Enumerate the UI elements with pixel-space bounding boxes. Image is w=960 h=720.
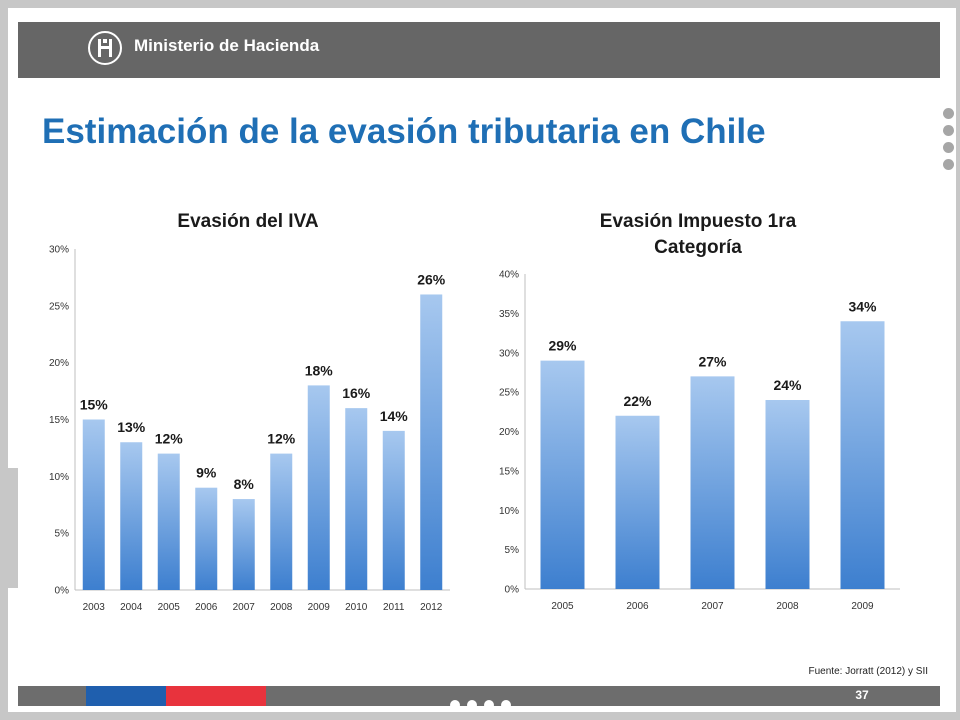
y-tick-label: 35% <box>499 309 519 320</box>
data-label: 24% <box>773 377 802 393</box>
footer-dot <box>450 700 460 710</box>
y-tick-label: 30% <box>499 348 519 359</box>
bar <box>195 487 218 590</box>
decor-dot <box>943 125 954 136</box>
y-tick-label: 25% <box>49 301 69 312</box>
data-label: 8% <box>234 476 255 492</box>
x-tick-label: 2005 <box>551 601 574 612</box>
bar <box>765 400 810 589</box>
x-tick-label: 2004 <box>120 602 143 613</box>
decor-dot <box>943 159 954 170</box>
x-tick-label: 2009 <box>851 601 874 612</box>
y-tick-label: 10% <box>49 472 69 483</box>
bar <box>690 376 735 589</box>
y-tick-label: 25% <box>499 388 519 399</box>
y-tick-label: 20% <box>499 427 519 438</box>
bar <box>120 442 143 590</box>
data-label: 34% <box>848 298 877 314</box>
source-note: Fuente: Jorratt (2012) y SII <box>808 666 929 677</box>
y-tick-label: 20% <box>49 358 69 369</box>
x-tick-label: 2008 <box>270 602 293 613</box>
y-tick-label: 15% <box>49 415 69 426</box>
bar <box>345 408 368 590</box>
x-tick-label: 2005 <box>158 602 181 613</box>
y-tick-label: 5% <box>505 545 520 556</box>
side-tab <box>8 468 18 588</box>
brand-name: Ministerio de Hacienda <box>134 36 320 55</box>
y-tick-label: 0% <box>505 585 520 596</box>
data-label: 18% <box>305 362 334 378</box>
chart-title-line-2: Categoría <box>654 237 742 258</box>
data-label: 22% <box>623 393 652 409</box>
data-label: 15% <box>80 397 109 413</box>
footer-dot <box>467 700 477 710</box>
footer-dot <box>484 700 494 710</box>
data-label: 29% <box>548 338 577 354</box>
bar <box>157 453 180 590</box>
bar <box>82 419 105 590</box>
bar <box>382 430 405 590</box>
y-tick-label: 0% <box>55 586 70 597</box>
bar <box>307 385 330 590</box>
x-tick-label: 2010 <box>345 602 368 613</box>
x-tick-label: 2003 <box>83 602 106 613</box>
y-tick-label: 40% <box>499 270 519 281</box>
x-tick-label: 2012 <box>420 602 443 613</box>
ministry-logo-icon <box>88 31 122 65</box>
chart-title: Evasión del IVA <box>177 211 318 232</box>
bar <box>840 321 885 589</box>
footer-blue-segment <box>86 686 166 706</box>
bar <box>540 360 585 589</box>
data-label: 26% <box>417 271 446 287</box>
x-tick-label: 2006 <box>195 602 218 613</box>
data-label: 9% <box>196 465 217 481</box>
data-label: 13% <box>117 419 146 435</box>
data-label: 12% <box>155 431 184 447</box>
footer-red-segment <box>166 686 266 706</box>
data-label: 14% <box>380 408 409 424</box>
y-tick-label: 10% <box>499 506 519 517</box>
x-tick-label: 2009 <box>308 602 331 613</box>
decor-dot <box>943 142 954 153</box>
bar <box>420 294 443 590</box>
decor-dot <box>943 108 954 119</box>
y-tick-label: 15% <box>499 466 519 477</box>
slide-frame <box>8 8 956 712</box>
footer-dot <box>501 700 511 710</box>
bar <box>270 453 293 590</box>
page-number: 37 <box>855 688 869 702</box>
data-label: 27% <box>698 353 727 369</box>
data-label: 12% <box>267 431 296 447</box>
x-tick-label: 2006 <box>626 601 649 612</box>
bar <box>232 499 255 590</box>
x-tick-label: 2007 <box>233 602 256 613</box>
x-tick-label: 2011 <box>383 602 405 613</box>
y-tick-label: 30% <box>49 245 69 256</box>
bar <box>615 415 660 589</box>
header-bar <box>18 22 940 78</box>
y-tick-label: 5% <box>55 529 70 540</box>
x-tick-label: 2008 <box>776 601 799 612</box>
x-tick-label: 2007 <box>701 601 724 612</box>
data-label: 16% <box>342 385 371 401</box>
page-title: Estimación de la evasión tributaria en C… <box>42 112 766 151</box>
chart-title-line-1: Evasión Impuesto 1ra <box>600 211 797 232</box>
